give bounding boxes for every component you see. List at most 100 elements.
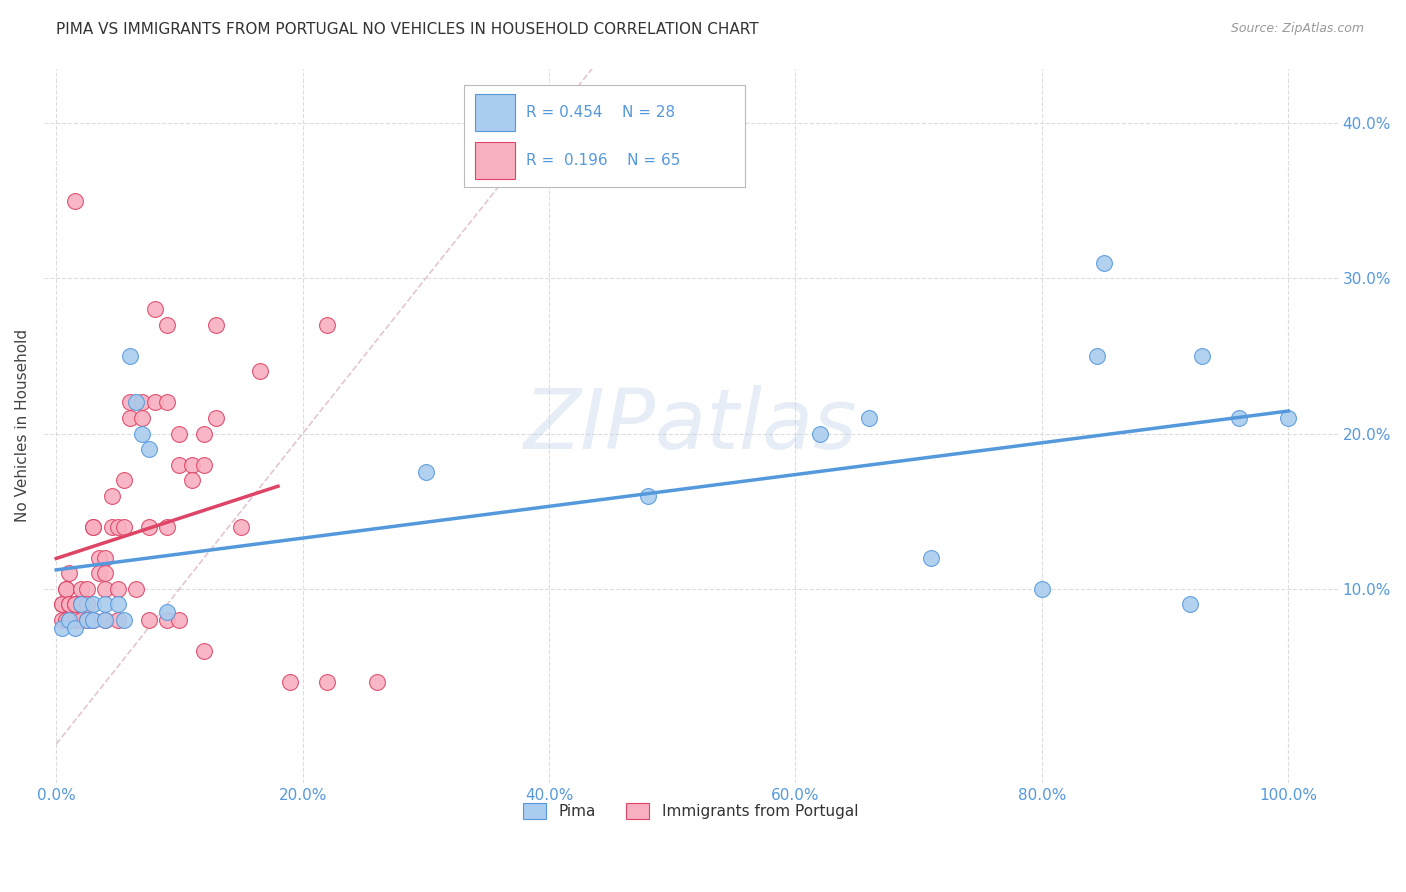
Text: Source: ZipAtlas.com: Source: ZipAtlas.com <box>1230 22 1364 36</box>
Point <box>125 582 148 596</box>
Point <box>70 598 93 612</box>
Point <box>131 426 153 441</box>
Point <box>156 605 179 619</box>
Point <box>415 466 437 480</box>
Point <box>169 613 191 627</box>
Point <box>63 598 86 612</box>
Point <box>107 613 129 627</box>
Point <box>76 613 98 627</box>
Point <box>169 426 191 441</box>
Text: R =  0.196    N = 65: R = 0.196 N = 65 <box>526 153 681 169</box>
Text: PIMA VS IMMIGRANTS FROM PORTUGAL NO VEHICLES IN HOUSEHOLD CORRELATION CHART: PIMA VS IMMIGRANTS FROM PORTUGAL NO VEHI… <box>56 22 759 37</box>
Point <box>70 598 93 612</box>
Point <box>76 582 98 596</box>
Point <box>58 598 80 612</box>
Point <box>193 426 215 441</box>
Point <box>82 613 104 627</box>
Point <box>131 395 153 409</box>
FancyBboxPatch shape <box>475 94 515 131</box>
Point <box>107 520 129 534</box>
Point <box>94 613 117 627</box>
Point <box>63 613 86 627</box>
Point <box>120 411 142 425</box>
Point <box>55 582 77 596</box>
Point <box>94 566 117 581</box>
Point <box>100 489 122 503</box>
Point <box>858 411 880 425</box>
Point <box>120 349 142 363</box>
Point <box>1191 349 1213 363</box>
Point <box>82 613 104 627</box>
Point <box>58 613 80 627</box>
Point <box>1277 411 1299 425</box>
Point <box>229 520 252 534</box>
Point <box>156 520 179 534</box>
Point <box>143 395 166 409</box>
Point <box>205 318 228 332</box>
Point <box>58 566 80 581</box>
Point <box>107 582 129 596</box>
Point <box>143 302 166 317</box>
Point <box>138 520 160 534</box>
Point <box>138 442 160 456</box>
Point <box>55 613 77 627</box>
Point <box>63 598 86 612</box>
Point <box>193 644 215 658</box>
Point <box>112 520 135 534</box>
Point <box>125 395 148 409</box>
Point <box>51 613 73 627</box>
Point <box>316 675 339 690</box>
Point <box>94 582 117 596</box>
Point <box>51 598 73 612</box>
Point <box>120 395 142 409</box>
Point <box>94 598 117 612</box>
Point <box>180 458 202 472</box>
Point <box>1227 411 1250 425</box>
Point <box>193 458 215 472</box>
Point <box>63 621 86 635</box>
Point <box>82 520 104 534</box>
Point <box>156 318 179 332</box>
Point <box>808 426 831 441</box>
Point <box>205 411 228 425</box>
Point <box>156 395 179 409</box>
Point <box>94 613 117 627</box>
Point <box>131 411 153 425</box>
Point <box>637 489 659 503</box>
Y-axis label: No Vehicles in Household: No Vehicles in Household <box>15 329 30 523</box>
Point <box>70 582 93 596</box>
Point <box>107 598 129 612</box>
Point <box>278 675 301 690</box>
Point <box>63 194 86 208</box>
Legend: Pima, Immigrants from Portugal: Pima, Immigrants from Portugal <box>517 797 865 825</box>
Point <box>76 613 98 627</box>
Point <box>100 520 122 534</box>
Point <box>70 613 93 627</box>
Point <box>82 520 104 534</box>
Point <box>316 318 339 332</box>
FancyBboxPatch shape <box>475 142 515 179</box>
Point <box>1085 349 1108 363</box>
Point <box>89 550 111 565</box>
Point <box>1031 582 1053 596</box>
Point <box>51 621 73 635</box>
Point <box>249 364 271 378</box>
Point <box>82 598 104 612</box>
Point <box>1092 255 1115 269</box>
Point <box>112 473 135 487</box>
Point <box>55 582 77 596</box>
Point <box>112 613 135 627</box>
Point <box>1178 598 1201 612</box>
Point <box>58 613 80 627</box>
Point <box>138 613 160 627</box>
Point <box>51 598 73 612</box>
Text: R = 0.454    N = 28: R = 0.454 N = 28 <box>526 105 675 120</box>
Point <box>169 458 191 472</box>
Point <box>920 550 942 565</box>
Text: ZIPatlas: ZIPatlas <box>524 385 858 467</box>
Point <box>180 473 202 487</box>
Point <box>156 613 179 627</box>
Point <box>76 598 98 612</box>
Point <box>58 598 80 612</box>
Point <box>89 566 111 581</box>
